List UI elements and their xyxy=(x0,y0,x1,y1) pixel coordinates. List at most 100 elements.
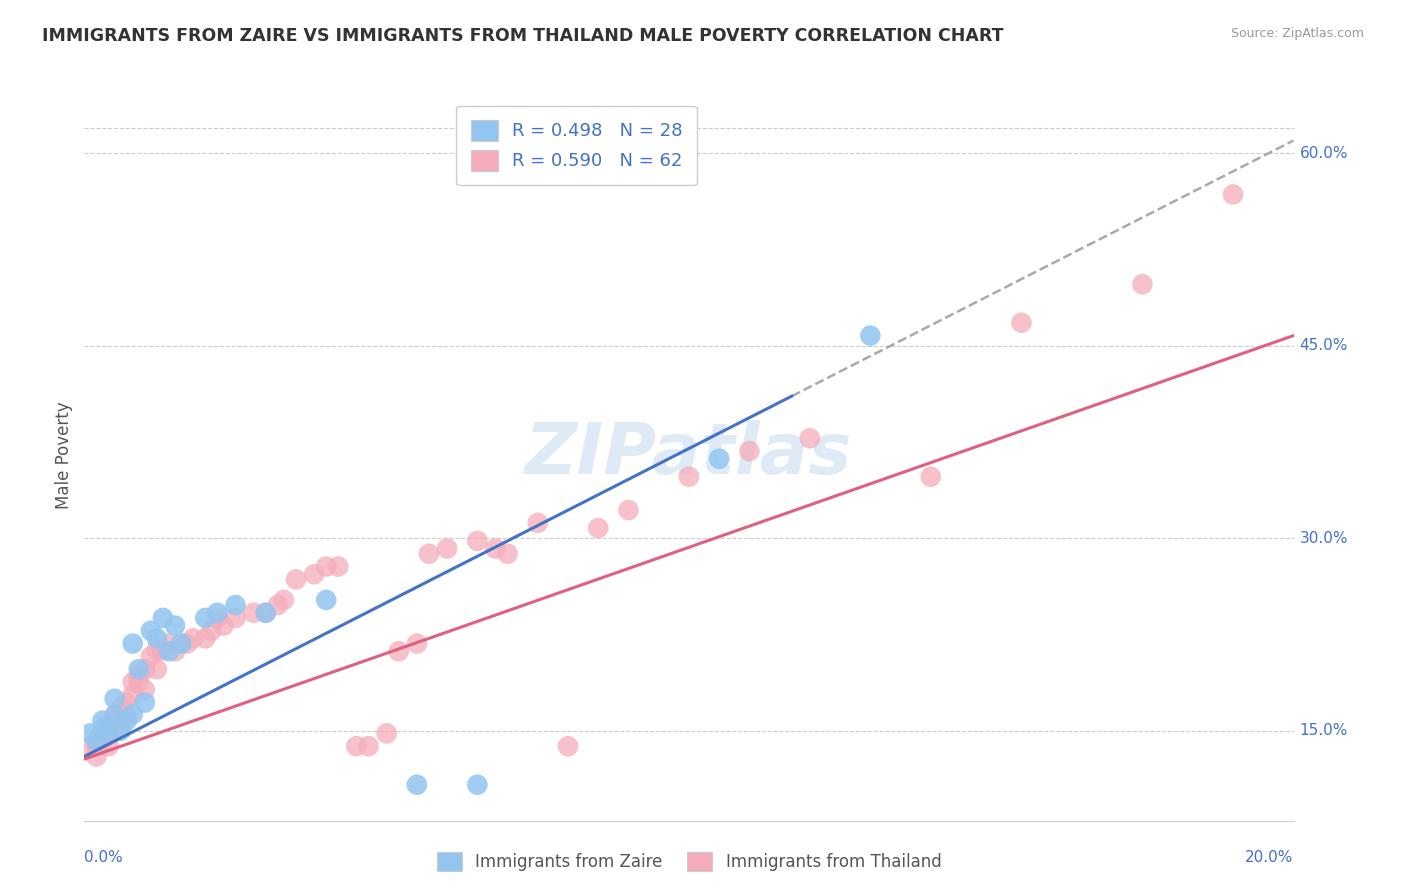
Point xyxy=(139,624,162,638)
Point xyxy=(104,721,127,735)
Point xyxy=(406,778,429,792)
Point xyxy=(284,573,308,587)
Text: 45.0%: 45.0% xyxy=(1299,338,1348,353)
Point xyxy=(254,606,277,620)
Point xyxy=(467,533,489,548)
Point xyxy=(406,636,429,650)
Point xyxy=(526,516,548,530)
Point xyxy=(163,618,186,632)
Point xyxy=(134,682,156,697)
Point xyxy=(484,541,506,556)
Point xyxy=(134,696,156,710)
Point xyxy=(557,739,579,754)
Point xyxy=(194,632,217,646)
Point xyxy=(346,739,368,754)
Point xyxy=(859,328,882,343)
Point xyxy=(302,567,325,582)
Point xyxy=(225,611,247,625)
Point xyxy=(121,707,143,722)
Point xyxy=(79,739,101,754)
Point xyxy=(315,559,337,574)
Point xyxy=(91,734,114,748)
Point xyxy=(91,714,114,728)
Point xyxy=(110,714,132,728)
Point xyxy=(91,726,114,740)
Point xyxy=(97,721,120,735)
Point xyxy=(163,644,186,658)
Point xyxy=(1010,316,1032,330)
Point xyxy=(436,541,458,556)
Point xyxy=(588,521,610,535)
Point xyxy=(104,691,127,706)
Point xyxy=(86,739,108,754)
Point xyxy=(134,662,156,676)
Point xyxy=(86,749,108,764)
Point xyxy=(181,632,204,646)
Point xyxy=(315,593,337,607)
Point xyxy=(617,503,640,517)
Point xyxy=(709,451,731,466)
Point xyxy=(176,636,198,650)
Point xyxy=(207,606,229,620)
Point xyxy=(121,636,143,650)
Point xyxy=(115,696,138,710)
Point xyxy=(328,559,350,574)
Point xyxy=(115,708,138,723)
Point xyxy=(170,636,193,650)
Point xyxy=(97,726,120,740)
Point xyxy=(121,675,143,690)
Text: 20.0%: 20.0% xyxy=(1246,850,1294,865)
Point xyxy=(418,547,440,561)
Point xyxy=(212,618,235,632)
Point xyxy=(128,668,150,682)
Point xyxy=(146,643,169,657)
Point xyxy=(207,611,229,625)
Point xyxy=(388,644,411,658)
Point xyxy=(152,611,174,625)
Point xyxy=(146,632,169,646)
Point xyxy=(104,708,127,723)
Text: 60.0%: 60.0% xyxy=(1299,146,1348,161)
Point xyxy=(254,606,277,620)
Point xyxy=(97,739,120,754)
Text: ZIPatlas: ZIPatlas xyxy=(526,420,852,490)
Point xyxy=(200,624,222,638)
Text: IMMIGRANTS FROM ZAIRE VS IMMIGRANTS FROM THAILAND MALE POVERTY CORRELATION CHART: IMMIGRANTS FROM ZAIRE VS IMMIGRANTS FROM… xyxy=(42,27,1004,45)
Point xyxy=(1222,187,1244,202)
Point xyxy=(242,606,264,620)
Y-axis label: Male Poverty: Male Poverty xyxy=(55,401,73,508)
Point xyxy=(678,469,700,483)
Point xyxy=(467,778,489,792)
Point xyxy=(267,598,290,612)
Point xyxy=(139,649,162,664)
Point xyxy=(146,662,169,676)
Point xyxy=(152,643,174,657)
Point xyxy=(357,739,380,754)
Point xyxy=(110,700,132,714)
Point xyxy=(79,726,101,740)
Point xyxy=(91,721,114,735)
Text: 30.0%: 30.0% xyxy=(1299,531,1348,546)
Text: Source: ZipAtlas.com: Source: ZipAtlas.com xyxy=(1230,27,1364,40)
Point xyxy=(920,469,942,483)
Point xyxy=(128,675,150,690)
Text: 15.0%: 15.0% xyxy=(1299,723,1348,739)
Point xyxy=(157,636,180,650)
Point xyxy=(170,636,193,650)
Point xyxy=(115,714,138,728)
Point xyxy=(273,593,295,607)
Point xyxy=(121,688,143,702)
Point xyxy=(738,444,761,458)
Point xyxy=(86,734,108,748)
Point xyxy=(194,611,217,625)
Legend: Immigrants from Zaire, Immigrants from Thailand: Immigrants from Zaire, Immigrants from T… xyxy=(430,846,948,878)
Point xyxy=(225,598,247,612)
Point xyxy=(1130,277,1153,292)
Point xyxy=(104,708,127,723)
Point xyxy=(128,662,150,676)
Point xyxy=(375,726,398,740)
Point xyxy=(799,431,821,445)
Point xyxy=(110,723,132,738)
Point xyxy=(496,547,519,561)
Point xyxy=(157,644,180,658)
